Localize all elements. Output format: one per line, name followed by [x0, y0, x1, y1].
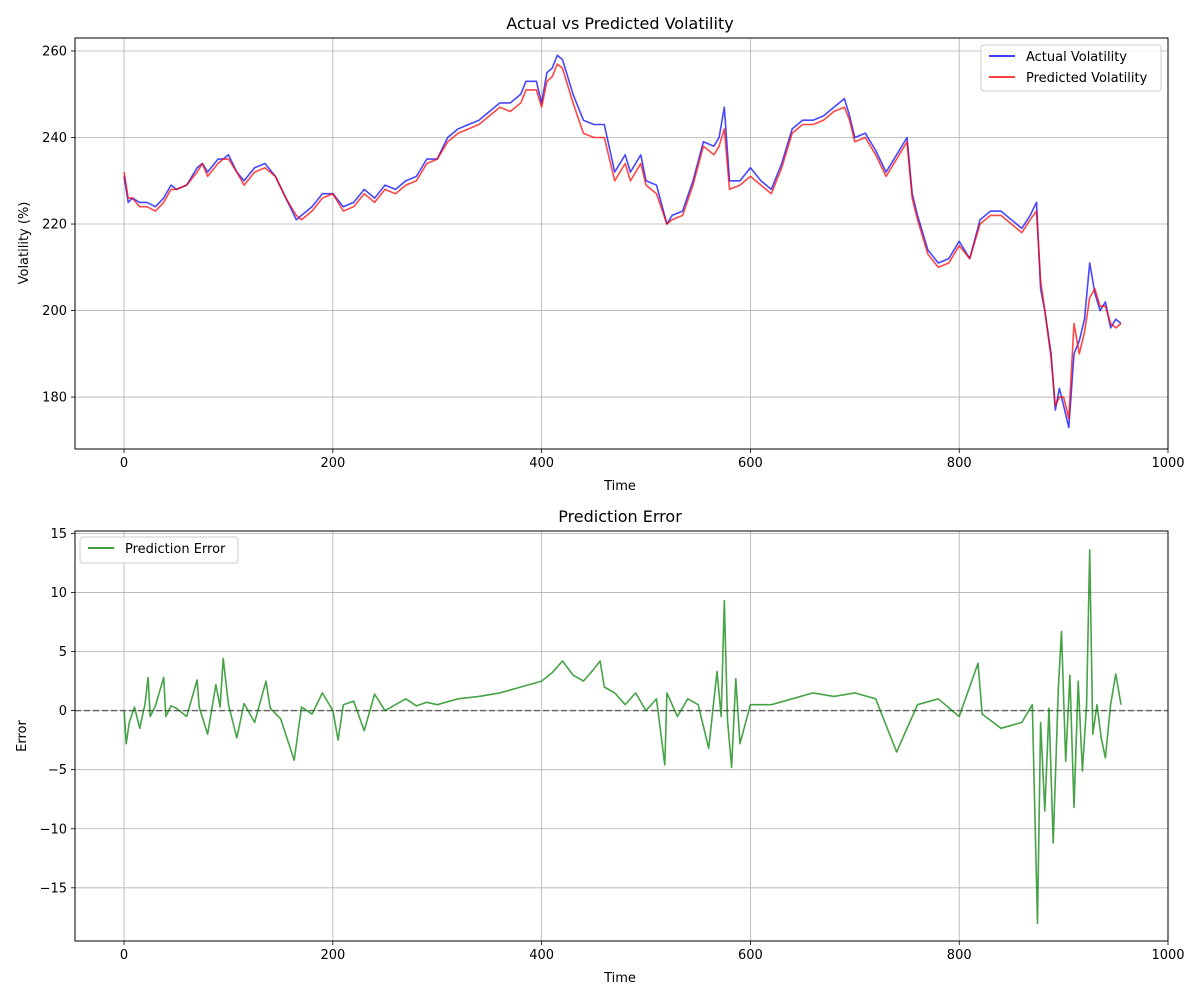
x-tick-label: 200	[320, 456, 345, 471]
x-tick-label: 400	[529, 456, 554, 471]
legend: Prediction Error	[79, 536, 239, 564]
y-tick-label: −5	[48, 763, 67, 778]
series-line-prediction-error	[123, 549, 1122, 925]
x-tick-label: 800	[947, 948, 972, 963]
volatility-chart: Actual vs Predicted Volatility 0 200 400 60…	[17, 14, 1185, 494]
y-tick-label: 5	[59, 645, 67, 660]
x-axis-label: Time	[603, 479, 636, 494]
legend-label-predicted: Predicted Volatility	[1026, 71, 1148, 86]
legend-label-actual: Actual Volatility	[1026, 50, 1127, 65]
series-line-predicted-volatility	[123, 63, 1122, 420]
y-tick-label: 220	[42, 218, 67, 233]
plot-frame	[74, 37, 1169, 450]
axis-ticks: 0 200 400 600 800 1000 −15 −10 −5 0 5 10 15	[40, 527, 1185, 963]
x-tick-label: 800	[947, 456, 972, 471]
x-tick-label: 1000	[1151, 456, 1184, 471]
x-tick-label: 0	[120, 948, 128, 963]
y-tick-label: −15	[40, 881, 67, 896]
x-tick-label: 600	[738, 948, 763, 963]
y-axis-label: Error	[15, 720, 30, 752]
y-tick-label: −10	[40, 822, 67, 837]
error-chart: Prediction Error 0 200 400 600 800 1000 −15 −10…	[15, 507, 1185, 986]
plot-frame	[74, 530, 1169, 942]
y-tick-label: 10	[50, 586, 67, 601]
y-tick-label: 200	[42, 304, 67, 319]
x-tick-label: 600	[738, 456, 763, 471]
y-tick-label: 240	[42, 131, 67, 146]
y-tick-label: 0	[59, 704, 67, 719]
axis-ticks: 0 200 400 600 800 1000 180 200 220 240 260	[42, 44, 1184, 471]
legend-label-error: Prediction Error	[125, 542, 226, 557]
chart-title: Actual vs Predicted Volatility	[506, 14, 733, 33]
y-axis-label: Volatility (%)	[17, 202, 32, 285]
series-lines	[123, 549, 1122, 925]
legend-box	[79, 536, 239, 564]
y-tick-label: 180	[42, 391, 67, 406]
series-lines	[123, 54, 1122, 429]
x-axis-label: Time	[603, 971, 636, 986]
chart-title: Prediction Error	[558, 507, 682, 526]
x-tick-label: 200	[320, 948, 345, 963]
legend: Actual Volatility Predicted Volatility	[980, 44, 1162, 92]
y-tick-label: 15	[50, 527, 67, 542]
x-tick-label: 400	[529, 948, 554, 963]
x-tick-label: 0	[120, 456, 128, 471]
y-tick-label: 260	[42, 44, 67, 59]
legend-box	[980, 44, 1162, 92]
grid-lines	[75, 531, 1169, 941]
x-tick-label: 1000	[1151, 948, 1184, 963]
